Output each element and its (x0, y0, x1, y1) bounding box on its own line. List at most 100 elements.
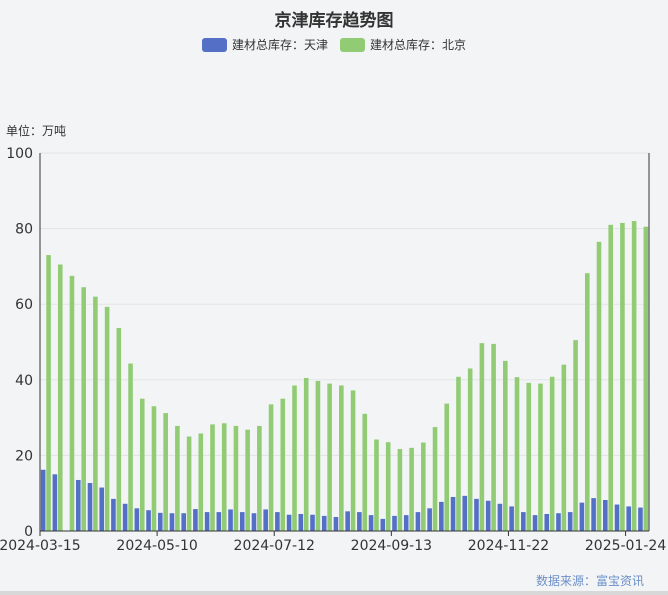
bar (303, 377, 309, 531)
bar (228, 509, 233, 531)
bar (526, 382, 532, 531)
bar (233, 425, 239, 531)
bar (596, 241, 602, 531)
bar (122, 503, 128, 531)
bar (579, 502, 585, 531)
bar (93, 296, 98, 531)
y-tick-label: 40 (15, 373, 33, 389)
bar (397, 448, 403, 531)
bar (99, 487, 105, 531)
y-tick-label: 0 (24, 524, 33, 540)
bar (620, 222, 625, 531)
bar (57, 264, 63, 531)
bar (339, 385, 344, 531)
bar (485, 500, 491, 531)
bar (116, 328, 122, 531)
bar (561, 364, 567, 531)
bar (111, 498, 116, 531)
bar (134, 508, 140, 531)
bar (409, 447, 414, 531)
y-tick-label: 60 (15, 297, 33, 313)
bar (631, 221, 637, 532)
bar (245, 429, 250, 531)
bar (427, 508, 432, 531)
legend-item-beijing[interactable]: 建材总库存：北京 (340, 36, 466, 53)
bar (75, 479, 81, 531)
bar (444, 403, 450, 531)
bar (514, 377, 520, 531)
legend-swatch-beijing (340, 37, 365, 52)
bar (380, 518, 386, 531)
bar (128, 363, 133, 531)
y-unit-label: 单位：万吨 (6, 124, 67, 138)
bar (198, 433, 204, 531)
bar (40, 469, 46, 531)
bar (608, 224, 614, 531)
bar (175, 425, 180, 531)
bar (327, 383, 332, 531)
bar (467, 368, 473, 531)
bar (439, 501, 444, 531)
bar (186, 436, 192, 531)
x-tick-label: 2024-07-12 (234, 538, 315, 554)
legend-swatch-tianjin (201, 37, 227, 52)
data-source[interactable]: 数据来源：富宝资讯 (535, 574, 644, 588)
bar (193, 509, 198, 531)
bar (239, 512, 245, 531)
bar (345, 511, 350, 531)
bar (573, 340, 578, 531)
bar (275, 512, 280, 531)
bar (139, 398, 145, 531)
bar (280, 398, 286, 531)
bar (157, 512, 163, 531)
bar (350, 390, 356, 531)
bar (538, 383, 543, 531)
bar (163, 413, 168, 531)
x-tick-label: 2024-05-10 (116, 538, 197, 554)
bar (146, 510, 151, 531)
bar (169, 513, 175, 531)
y-tick-label: 80 (15, 222, 33, 238)
bar (357, 512, 362, 531)
bar (362, 413, 368, 531)
bar (216, 512, 222, 531)
bar (432, 427, 438, 531)
x-tick-label: 2024-11-22 (468, 538, 549, 554)
bar (415, 512, 421, 531)
bar (509, 506, 514, 531)
bar (521, 512, 526, 531)
bar (603, 500, 608, 531)
bar (298, 513, 304, 531)
bar (263, 509, 268, 531)
bar (257, 425, 262, 531)
bar (479, 343, 485, 531)
legend: 建材总库存：天津 建材总库存：北京 (0, 36, 668, 53)
bar (532, 515, 538, 531)
bar (497, 503, 503, 531)
bar (567, 512, 573, 531)
bar (491, 343, 496, 531)
bar (292, 385, 297, 531)
bar (638, 507, 643, 531)
bar (556, 513, 561, 531)
x-tick-label: 2024-09-13 (351, 538, 432, 554)
legend-item-tianjin[interactable]: 建材总库存：天津 (201, 36, 328, 53)
bar (315, 380, 321, 531)
bar (221, 423, 227, 531)
bar (46, 255, 51, 531)
bar (462, 495, 468, 531)
bar (643, 226, 649, 531)
bar (104, 306, 110, 531)
bar (474, 498, 479, 531)
bar (87, 482, 93, 531)
y-tick-label: 100 (6, 146, 33, 162)
bar (421, 442, 426, 531)
bar (456, 376, 461, 531)
bar (81, 287, 86, 531)
bar (268, 404, 274, 531)
x-tick-label: 2025-01-24 (585, 538, 666, 554)
bar (450, 496, 456, 531)
bar (333, 517, 339, 531)
y-tick-label: 20 (15, 448, 33, 464)
